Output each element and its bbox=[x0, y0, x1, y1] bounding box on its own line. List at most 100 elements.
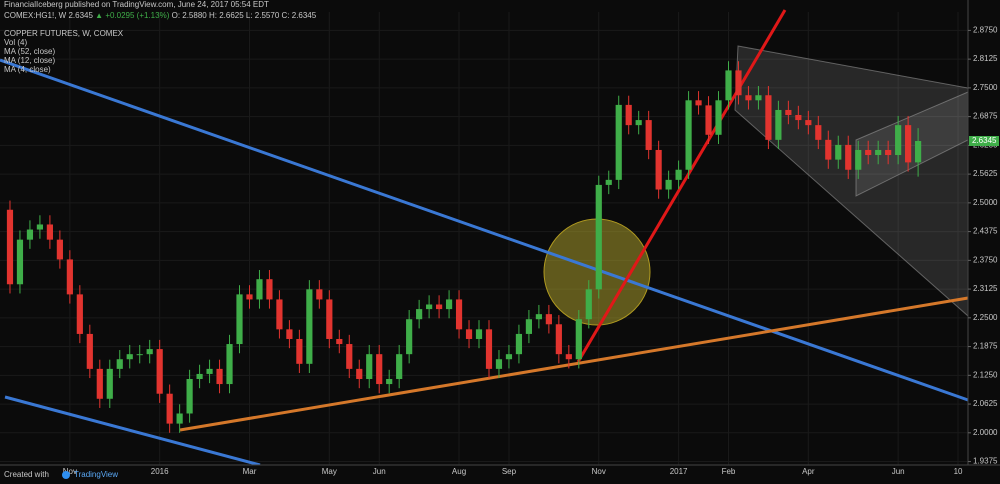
ohlc: L: 2.5570 bbox=[246, 11, 280, 20]
y-tick-label: 2.3750 bbox=[973, 255, 998, 264]
candle-body bbox=[635, 120, 642, 126]
candle-body bbox=[605, 179, 612, 185]
candle-body bbox=[805, 120, 812, 126]
candle-body bbox=[515, 333, 523, 355]
candle-body bbox=[645, 120, 652, 150]
y-tick-label: 2.5625 bbox=[973, 169, 998, 178]
candle-body bbox=[615, 104, 622, 180]
candle-body bbox=[715, 100, 722, 135]
candle-body bbox=[36, 224, 44, 230]
y-tick-label: 2.0000 bbox=[973, 428, 998, 437]
candle-body bbox=[376, 354, 383, 385]
x-tick-label: Feb bbox=[722, 467, 736, 476]
time-axis bbox=[0, 465, 1000, 484]
candle-body bbox=[655, 149, 662, 190]
x-tick-label: Apr bbox=[802, 467, 815, 476]
legend-item: COPPER FUTURES, W, COMEX bbox=[4, 29, 124, 38]
price-axis bbox=[968, 0, 1000, 484]
y-tick-label: 2.8750 bbox=[973, 26, 998, 35]
candle-body bbox=[86, 333, 93, 369]
candle-body bbox=[735, 70, 742, 96]
legend-item: MA (12, close) bbox=[4, 56, 55, 65]
y-tick-label: 2.1875 bbox=[973, 342, 998, 351]
grid bbox=[0, 12, 968, 465]
candle-body bbox=[775, 109, 782, 140]
candle-body bbox=[356, 368, 363, 379]
y-tick-label: 1.9375 bbox=[973, 457, 998, 466]
candle-body bbox=[386, 378, 393, 385]
candle-body bbox=[6, 209, 14, 285]
x-tick-label: 2017 bbox=[670, 467, 688, 476]
candle-body bbox=[296, 338, 303, 364]
candle-body bbox=[745, 95, 752, 101]
candle-body bbox=[406, 319, 413, 355]
candle-body bbox=[316, 289, 323, 300]
candle-body bbox=[216, 368, 223, 385]
candle-body bbox=[186, 378, 193, 414]
candle-body bbox=[535, 314, 542, 320]
candle-body bbox=[895, 125, 902, 156]
x-tick-label: 2016 bbox=[151, 467, 169, 476]
y-tick-label: 2.2500 bbox=[973, 313, 998, 322]
candle-body bbox=[96, 368, 103, 399]
candle-body bbox=[815, 125, 822, 140]
candle-body bbox=[26, 229, 34, 240]
candle-body bbox=[455, 299, 463, 330]
candle-body bbox=[106, 368, 113, 399]
candle-body bbox=[366, 354, 373, 379]
candle-body bbox=[875, 149, 882, 156]
x-tick-label: Aug bbox=[452, 467, 466, 476]
candle-body bbox=[176, 413, 183, 424]
candle-body bbox=[426, 304, 433, 310]
candle-body bbox=[76, 294, 83, 334]
candle-body bbox=[56, 239, 63, 260]
candle-body bbox=[905, 125, 912, 163]
candle-body bbox=[695, 100, 702, 106]
candle-body bbox=[116, 359, 123, 369]
x-tick-label: Nov bbox=[63, 467, 77, 476]
candle-body bbox=[246, 294, 253, 300]
candle-body bbox=[885, 149, 892, 156]
candle-body bbox=[206, 368, 213, 374]
candle-body bbox=[66, 259, 73, 295]
candle-body bbox=[346, 344, 353, 369]
ohlc: C: 2.6345 bbox=[282, 11, 317, 20]
candle-body bbox=[126, 354, 133, 360]
candle-body bbox=[795, 115, 802, 121]
trend-line bbox=[179, 296, 969, 432]
candle-body bbox=[585, 289, 592, 320]
candle-body bbox=[326, 299, 333, 339]
footer-brand[interactable]: TradingView bbox=[74, 470, 118, 479]
price-tag-label: 2.6345 bbox=[972, 136, 997, 145]
candle-body bbox=[286, 329, 293, 339]
y-tick-label: 2.6875 bbox=[973, 112, 998, 121]
candle-body bbox=[475, 329, 483, 339]
y-tick-label: 2.5000 bbox=[973, 198, 998, 207]
trend-line bbox=[0, 58, 969, 402]
y-tick-label: 2.3125 bbox=[973, 284, 998, 293]
trend-line bbox=[4, 395, 261, 467]
candle-body bbox=[785, 109, 792, 116]
candle-body bbox=[675, 169, 682, 180]
candle-body bbox=[825, 139, 832, 160]
candle-body bbox=[16, 239, 24, 285]
x-tick-label: 10 bbox=[954, 467, 963, 476]
y-tick-label: 2.8125 bbox=[973, 54, 998, 63]
candle-body bbox=[396, 354, 403, 379]
candle-body bbox=[915, 141, 922, 163]
ohlc: O: 2.5880 bbox=[172, 11, 208, 20]
candle-body bbox=[136, 354, 143, 356]
candle-body bbox=[226, 344, 233, 385]
candle-body bbox=[306, 289, 313, 364]
candle-body bbox=[765, 95, 772, 140]
publisher: FinancialIceberg published on TradingVie… bbox=[4, 0, 269, 9]
y-tick-label: 2.1250 bbox=[973, 370, 998, 379]
candle-body bbox=[555, 324, 562, 355]
candle-body bbox=[445, 299, 453, 310]
candle-body bbox=[685, 100, 692, 170]
candles bbox=[6, 61, 922, 433]
y-tick-label: 2.4375 bbox=[973, 227, 998, 236]
footer-text: Created with bbox=[4, 470, 49, 479]
candle-body bbox=[665, 179, 672, 190]
candle-body bbox=[196, 373, 203, 379]
